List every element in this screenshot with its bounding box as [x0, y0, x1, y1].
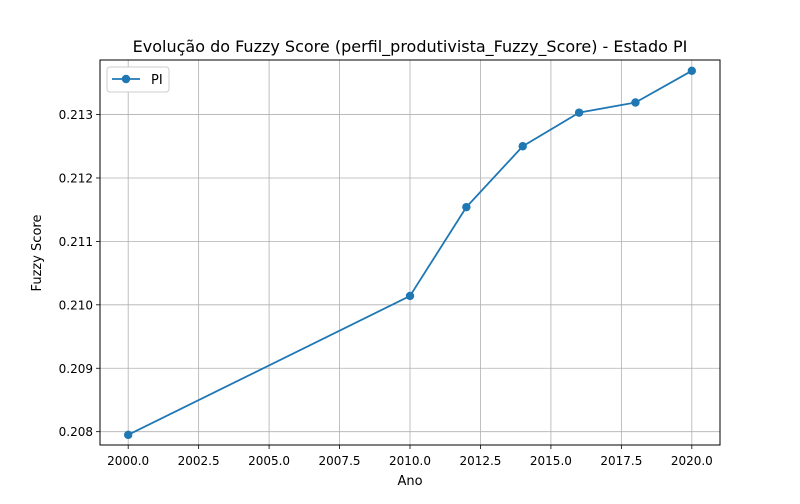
legend: PI — [106, 66, 170, 93]
x-tick-label: 2005.0 — [248, 454, 290, 468]
data-point — [687, 66, 697, 75]
x-tick-label: 2007.5 — [319, 454, 361, 468]
y-tick-label: 0.211 — [59, 235, 93, 249]
data-point — [518, 142, 527, 151]
x-tick-label: 2012.5 — [459, 454, 501, 468]
y-tick-label: 0.210 — [59, 298, 93, 312]
x-tick-label: 2017.5 — [600, 454, 642, 468]
x-tick-label: 2000.0 — [107, 454, 149, 468]
data-point — [123, 430, 133, 440]
y-tick-label: 0.213 — [59, 108, 93, 122]
y-tick-label: 0.212 — [59, 171, 93, 185]
data-point — [462, 202, 471, 212]
legend-label-pi: PI — [151, 73, 163, 88]
y-tick-label: 0.209 — [59, 362, 93, 376]
plot-area-frame — [99, 59, 721, 446]
x-tick-label: 2010.0 — [389, 454, 431, 468]
data-point — [574, 108, 584, 117]
data-point — [405, 291, 415, 301]
chart-title: Evolução do Fuzzy Score (perfil_produtiv… — [133, 37, 688, 57]
series-layer — [123, 66, 697, 440]
axis-ticks: 2000.0 2002.5 2005.0 2007.5 2010.0 2012.5 2015… — [59, 108, 713, 468]
data-point — [631, 98, 640, 107]
x-tick-label: 2015.0 — [530, 454, 572, 468]
x-tick-label: 2020.0 — [671, 454, 713, 468]
x-tick-label: 2002.5 — [178, 454, 220, 468]
y-axis-label: Fuzzy Score — [30, 215, 45, 292]
legend-marker-swatch — [121, 74, 131, 84]
y-tick-label: 0.208 — [59, 425, 93, 439]
grid-lines — [100, 60, 720, 445]
x-axis-label: Ano — [397, 474, 422, 489]
